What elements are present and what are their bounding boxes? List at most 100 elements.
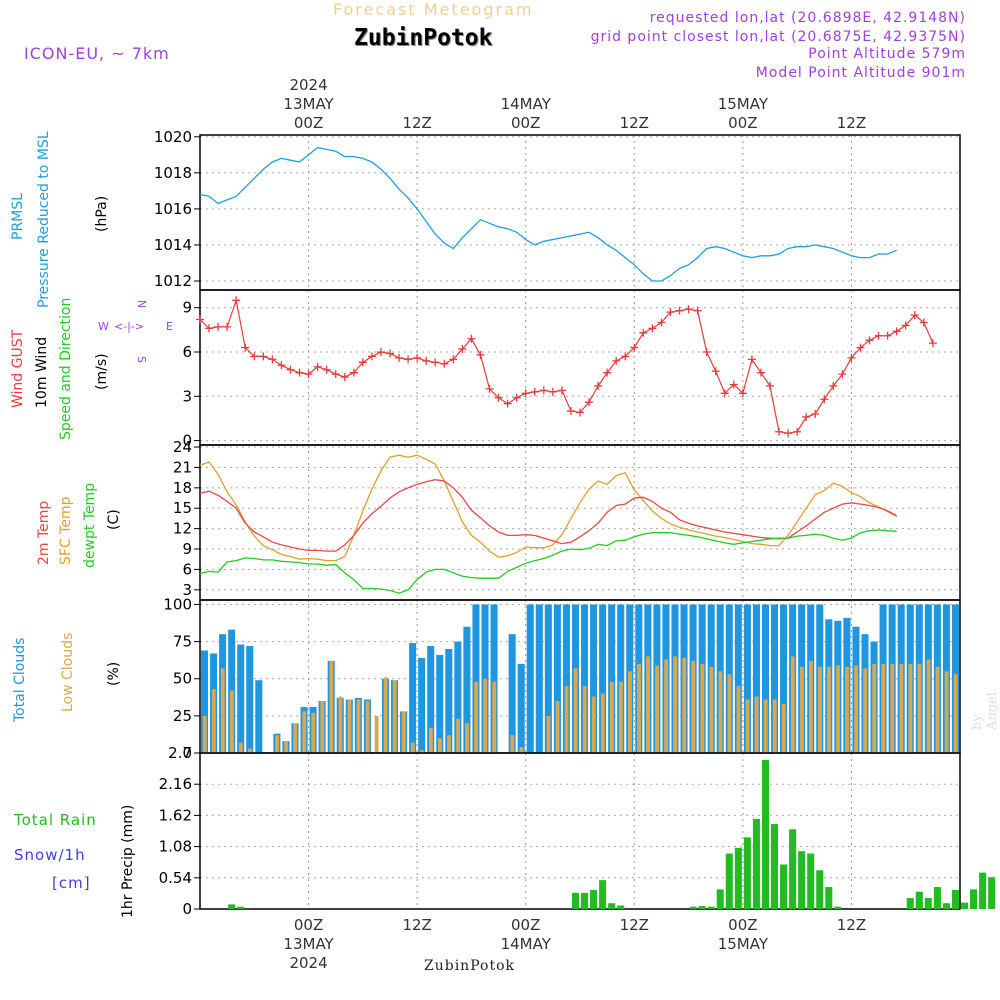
rain-bar xyxy=(581,892,589,909)
low-cloud-bar xyxy=(447,735,451,753)
low-cloud-bar xyxy=(365,701,370,753)
y-tick-label: 9 xyxy=(182,540,192,558)
gust-marker xyxy=(530,387,539,396)
gust-marker xyxy=(856,343,865,352)
gust-marker xyxy=(241,343,250,352)
y-tick-label: 12 xyxy=(173,520,192,538)
low-cloud-bar xyxy=(637,663,641,753)
total-cloud-bar xyxy=(508,634,516,753)
low-cloud-bar xyxy=(781,703,786,753)
compass-arrow-h: <-|-> xyxy=(114,320,144,333)
top-time-label: 12Z xyxy=(837,114,866,132)
dewpt-line xyxy=(199,529,897,594)
axis-label-gust: Wind GUST xyxy=(10,329,26,408)
gust-marker xyxy=(494,393,503,402)
gust-marker xyxy=(313,362,322,371)
gust-marker xyxy=(702,348,711,356)
top-time-label: 00Z xyxy=(511,114,540,132)
y-tick-label: 0 xyxy=(182,432,192,450)
y-tick-label: 3 xyxy=(182,387,192,405)
gust-marker xyxy=(259,352,268,361)
gust-marker xyxy=(603,368,612,377)
low-cloud-bar xyxy=(736,686,741,753)
panel-frame xyxy=(199,444,961,601)
gust-marker xyxy=(476,350,485,359)
gust-marker xyxy=(223,322,232,331)
axis-label-low-clouds: Low Clouds xyxy=(60,633,76,712)
rain-bar xyxy=(698,906,706,909)
gust-marker xyxy=(268,355,277,364)
low-cloud-bar xyxy=(238,742,243,753)
low-cloud-bar xyxy=(229,690,234,753)
y-tick-label: 15 xyxy=(173,499,192,517)
low-cloud-bar xyxy=(691,660,696,753)
rain-bar xyxy=(789,829,797,909)
low-cloud-bar xyxy=(700,663,705,753)
low-cloud-bar xyxy=(890,663,895,753)
low-cloud-bar xyxy=(935,666,940,753)
total-cloud-bar xyxy=(418,657,426,753)
rain-bar xyxy=(807,853,815,909)
rain-bar xyxy=(961,902,969,909)
axis-label-2m-temp: 2m Temp xyxy=(36,501,52,565)
low-cloud-bar xyxy=(754,696,759,753)
bottom-time-label: 12Z xyxy=(402,916,431,934)
model-label: ICON-EU, ~ 7km xyxy=(24,44,170,63)
low-cloud-bar xyxy=(772,699,777,753)
low-cloud-bar xyxy=(573,668,578,753)
gust-marker xyxy=(277,361,286,370)
gust-marker xyxy=(802,412,811,421)
gust-marker xyxy=(865,336,874,345)
low-cloud-bar xyxy=(836,665,840,753)
gust-marker xyxy=(928,339,937,348)
gust-marker xyxy=(892,327,901,336)
bottom-time-label: 13MAY xyxy=(283,935,334,953)
gust-marker xyxy=(648,324,657,333)
low-cloud-bar xyxy=(618,681,623,753)
y-tick-label: 25 xyxy=(173,707,192,725)
axis-label-10m-wind: 10m Wind xyxy=(34,337,50,408)
gust-marker xyxy=(431,358,440,367)
axis-label-snow-unit: [cm] xyxy=(52,874,91,892)
rain-bar xyxy=(689,906,697,909)
y-tick-label: 6 xyxy=(182,560,192,578)
header-title: Forecast Meteogram xyxy=(333,0,534,19)
point-altitude: Point Altitude 579m xyxy=(808,46,966,62)
rain-bar xyxy=(825,887,833,909)
low-cloud-bar xyxy=(682,657,687,753)
gust-marker xyxy=(630,343,639,352)
gust-marker xyxy=(376,348,385,356)
low-cloud-bar xyxy=(953,674,958,753)
compass-w: W xyxy=(98,320,109,333)
gust-marker xyxy=(295,368,304,377)
gust-marker xyxy=(557,386,566,395)
panel-frame xyxy=(199,134,961,291)
low-cloud-bar xyxy=(745,699,750,753)
top-time-label: 14MAY xyxy=(501,95,552,113)
total-cloud-bar xyxy=(581,604,589,753)
low-cloud-bar xyxy=(211,689,216,753)
footer-location: ZubinPotok xyxy=(424,958,516,974)
low-cloud-bar xyxy=(926,659,931,753)
low-cloud-bar xyxy=(483,678,488,753)
y-tick-label: 1014 xyxy=(154,236,192,254)
low-cloud-bar xyxy=(854,665,859,753)
low-cloud-bar xyxy=(664,659,669,753)
rain-bar xyxy=(798,851,806,909)
axis-label-total-rain: Total Rain xyxy=(13,811,97,829)
axis-label-precip: 1hr Precip (mm) xyxy=(120,805,136,918)
low-cloud-bar xyxy=(863,668,868,753)
y-tick-label: 0 xyxy=(182,900,192,918)
gust-line xyxy=(199,297,934,434)
gust-marker xyxy=(205,324,214,333)
gust-marker xyxy=(738,389,747,398)
y-tick-label: 3 xyxy=(182,581,192,599)
low-cloud-bar xyxy=(600,693,605,753)
rain-bar xyxy=(571,892,579,909)
gust-marker xyxy=(693,306,702,315)
panel-precip xyxy=(194,752,996,910)
total-cloud-bar xyxy=(553,604,561,753)
gust-marker xyxy=(847,353,856,362)
gust-marker xyxy=(784,429,793,438)
